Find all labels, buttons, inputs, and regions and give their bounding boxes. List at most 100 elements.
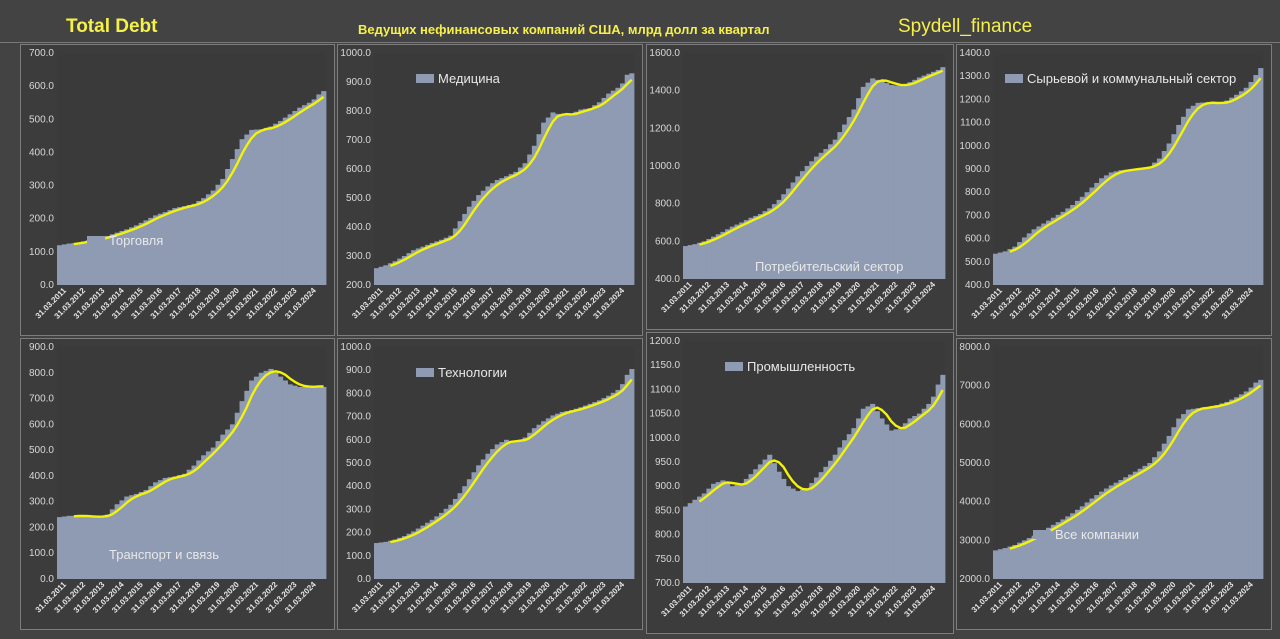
bar <box>457 221 463 285</box>
bar <box>1224 401 1230 579</box>
bar <box>513 442 519 579</box>
legend-swatch <box>87 550 105 559</box>
bar <box>527 432 533 579</box>
bar <box>993 550 999 579</box>
bar <box>569 113 575 286</box>
bar <box>1055 214 1061 285</box>
bar <box>220 434 226 579</box>
y-tick-label: 750.0 <box>655 554 680 565</box>
bar <box>1094 182 1100 285</box>
bar <box>201 198 207 285</box>
bar <box>1248 82 1254 285</box>
bar <box>311 386 317 579</box>
legend-label: Технологии <box>438 365 507 380</box>
bar <box>753 215 759 279</box>
y-tick-label: 800.0 <box>655 199 680 210</box>
bar <box>1007 546 1013 579</box>
bar <box>434 241 440 285</box>
header-divider <box>0 42 1280 43</box>
y-tick-label: 8000.0 <box>959 342 990 353</box>
bar <box>902 423 908 583</box>
bar <box>767 208 773 279</box>
bar <box>490 449 496 579</box>
bar <box>687 245 693 279</box>
chart-svg: 0.0 100.0 200.0 300.0 400.0 500.0 600.0 700.0 80… <box>340 342 635 615</box>
bar <box>439 239 445 285</box>
legend-label: Промышленность <box>747 359 855 374</box>
bar <box>499 178 505 285</box>
bar <box>606 93 612 285</box>
bar <box>1007 249 1013 285</box>
legend-swatch <box>1005 74 1023 83</box>
bar <box>692 499 698 583</box>
bar <box>321 91 327 285</box>
chart-svg: 0.0100.0200.0300.0400.0500.0600.0700.031… <box>29 48 327 321</box>
bar <box>757 214 763 279</box>
bar <box>1142 167 1148 285</box>
bar <box>930 71 937 279</box>
bar <box>177 207 183 285</box>
bar <box>406 253 412 285</box>
legend-swatch <box>1033 530 1051 539</box>
bar <box>1123 477 1129 579</box>
y-tick-label: 500.0 <box>346 458 371 469</box>
bar <box>1156 158 1163 285</box>
bar <box>687 503 693 583</box>
bar <box>711 236 717 279</box>
bar <box>1171 134 1177 285</box>
bar <box>1103 175 1110 285</box>
bar <box>306 386 312 579</box>
bar <box>1084 502 1090 579</box>
bar <box>1185 108 1192 286</box>
bar <box>457 493 463 579</box>
bar <box>1046 220 1052 285</box>
bar <box>842 124 848 279</box>
bar <box>1099 491 1105 579</box>
bar <box>1176 418 1182 579</box>
bar <box>411 531 417 579</box>
bar <box>842 440 848 583</box>
bar <box>935 384 941 583</box>
bar <box>823 466 829 583</box>
bar <box>851 109 857 279</box>
bar <box>776 199 782 279</box>
bar <box>767 454 773 583</box>
bar <box>860 408 866 583</box>
bar <box>569 410 575 579</box>
bar <box>1128 474 1134 579</box>
bar <box>392 261 398 285</box>
bar <box>239 139 245 285</box>
bar <box>85 240 92 285</box>
trend-line <box>73 95 325 246</box>
y-tick-label: 600.0 <box>655 236 680 247</box>
bar <box>196 200 202 285</box>
bar <box>1209 405 1216 579</box>
y-tick-label: 600.0 <box>346 435 371 446</box>
bar <box>818 472 824 583</box>
bar <box>734 484 740 583</box>
bar <box>504 439 510 579</box>
bar <box>186 469 192 579</box>
y-tick-label: 850.0 <box>655 505 680 516</box>
bar <box>582 405 588 579</box>
bar <box>1002 548 1008 579</box>
bar <box>1060 519 1066 579</box>
bar <box>504 176 510 285</box>
bar <box>555 113 561 286</box>
y-tick-label: 900.0 <box>655 481 680 492</box>
chart-panel-transport-telecom: 0.0 100.0 200.0 300.0 400.0 500.0 600.0 700.0 80… <box>20 338 335 630</box>
bar <box>220 178 226 285</box>
bar <box>828 460 834 583</box>
y-tick-label: 900.0 <box>965 164 990 175</box>
bar <box>234 149 240 285</box>
bar <box>452 228 458 285</box>
bar <box>397 258 403 285</box>
bar <box>610 90 616 285</box>
bar <box>133 493 140 579</box>
bar <box>1137 468 1143 579</box>
bar <box>466 479 472 579</box>
bar <box>186 204 192 285</box>
bar <box>888 430 894 583</box>
bar <box>114 232 120 285</box>
bar <box>287 114 293 285</box>
